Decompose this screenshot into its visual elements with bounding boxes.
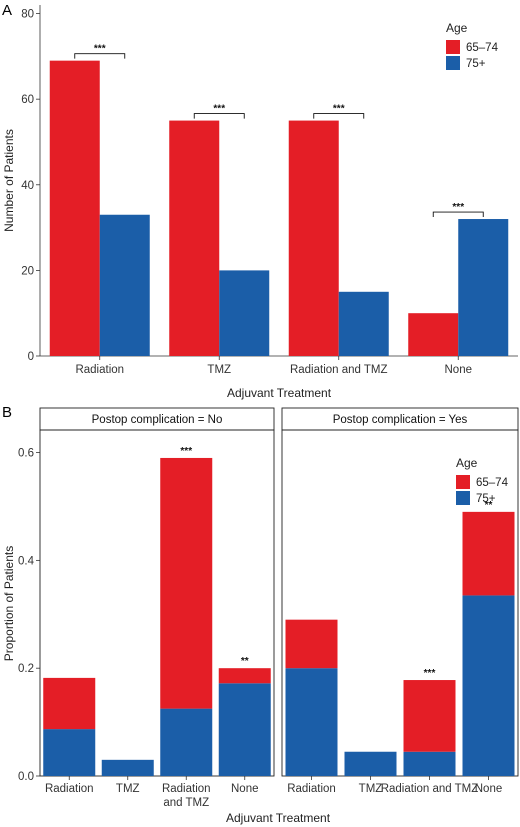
facet-strip-label: Postop complication = Yes: [333, 414, 468, 426]
y-tick-label: 80: [21, 9, 34, 21]
legend-swatch-75-plus: [456, 491, 470, 505]
bar-75-plus: [458, 219, 509, 356]
x-tick-label: Radiation and TMZ: [290, 364, 388, 376]
bar-75-plus: [462, 595, 515, 776]
bar-75-plus: [344, 751, 397, 776]
legend-swatch-75-plus: [446, 56, 460, 70]
x-tick-label: None: [445, 364, 473, 376]
x-axis-title: Adjuvant Treatment: [227, 386, 332, 400]
legend-b: Age 65–74 75+: [456, 456, 509, 505]
panel-letter-a: A: [2, 2, 12, 19]
x-tick-label: Radiation: [162, 783, 211, 795]
bar-75-plus: [285, 668, 338, 776]
bar-75-plus: [160, 708, 213, 776]
significance-label: ***: [424, 668, 436, 679]
bar-65-74: [169, 120, 220, 356]
bar-65-74: [218, 668, 271, 684]
y-axis-title: Proportion of Patients: [2, 546, 16, 661]
y-tick-label: 0.6: [18, 448, 34, 460]
significance-label: ***: [180, 446, 192, 457]
facet-postop-no: Postop complication = No Radiation TMZ *** R…: [39, 407, 275, 809]
bar-65-74: [160, 457, 213, 709]
bar-75-plus: [403, 751, 456, 776]
significance-label: ***: [94, 44, 106, 55]
panel-b: B 0.0 0.2 0.4 0.6 Proportion of Patients Posto…: [2, 404, 519, 825]
bar-65-74: [403, 680, 456, 752]
x-axis-title: Adjuvant Treatment: [226, 811, 331, 825]
bar-75-plus: [99, 214, 150, 356]
legend-label-75-plus: 75+: [476, 493, 496, 505]
bar-65-74: [285, 619, 338, 669]
significance-label: ***: [333, 104, 345, 115]
x-tick-label: None: [475, 783, 503, 795]
x-tick-label: Radiation: [75, 364, 124, 376]
facet-strip-label: Postop complication = No: [92, 414, 223, 426]
legend-label-65-74: 65–74: [466, 42, 499, 54]
legend-title: Age: [446, 21, 468, 35]
y-tick-label: 0.4: [18, 555, 35, 567]
bar-75-plus: [43, 729, 96, 776]
bar-75-plus: [218, 683, 271, 776]
y-tick-label: 60: [21, 94, 34, 106]
x-tick-label: TMZ: [359, 783, 383, 795]
legend-label-75-plus: 75+: [466, 58, 486, 70]
y-tick-label: 40: [21, 180, 34, 192]
x-tick-label: TMZ: [207, 364, 231, 376]
bar-65-74: [43, 677, 96, 730]
x-tick-label: and TMZ: [163, 797, 209, 809]
significance-bracket: [432, 211, 484, 218]
x-tick-label: Radiation: [45, 783, 94, 795]
bar-65-74: [462, 511, 515, 596]
bar-75-plus: [219, 270, 270, 356]
x-tick-label: TMZ: [116, 783, 140, 795]
bar-75-plus: [338, 291, 389, 356]
x-tick-label: None: [231, 783, 259, 795]
y-axis-title: Number of Patients: [2, 129, 16, 232]
significance-label: **: [485, 500, 493, 511]
significance-label: **: [241, 656, 249, 667]
bar-65-74: [408, 313, 459, 356]
facet-panel-border: [39, 429, 275, 777]
significance-bracket: [313, 113, 365, 119]
y-tick-label: 0.2: [18, 663, 34, 675]
significance-bracket: [193, 113, 245, 119]
bar-75-plus: [101, 759, 154, 776]
significance-label: ***: [452, 202, 464, 213]
facet-panel-border: [281, 429, 519, 777]
significance-bracket: [74, 53, 126, 59]
y-tick-label: 20: [21, 265, 34, 277]
y-tick-label: 0: [28, 351, 34, 363]
legend-title: Age: [456, 456, 478, 470]
legend-swatch-65-74: [456, 475, 470, 489]
y-tick-label: 0.0: [18, 771, 34, 783]
legend-swatch-65-74: [446, 40, 460, 54]
panel-letter-b: B: [2, 404, 12, 421]
bar-65-74: [49, 60, 100, 357]
significance-label: ***: [213, 104, 225, 115]
x-tick-label: Radiation: [287, 783, 336, 795]
legend-a: Age 65–74 75+: [446, 21, 499, 70]
panel-a: A 0 20 40 60 80 Radiation *** TMZ *** Radiation an…: [2, 2, 518, 400]
legend-label-65-74: 65–74: [476, 477, 509, 489]
x-tick-label: Radiation and TMZ: [381, 783, 479, 795]
bar-65-74: [288, 120, 339, 356]
